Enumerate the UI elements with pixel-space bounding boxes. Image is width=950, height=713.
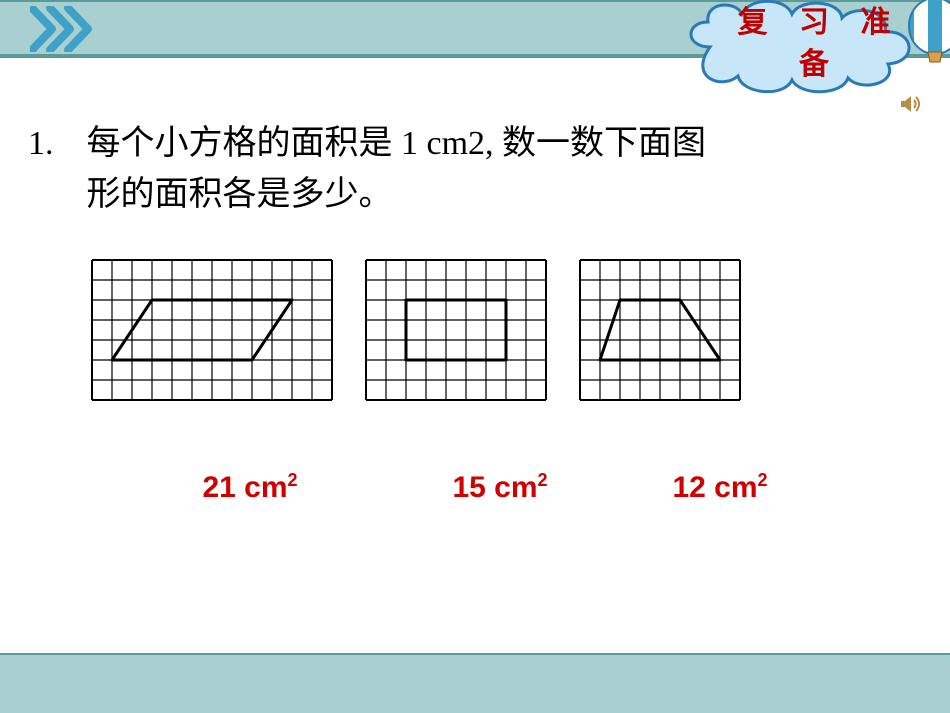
badge-line1: 复 习 准 [738,6,903,39]
answer-3: 12 cm2 [620,470,820,505]
question-number: 1. [28,118,78,169]
badge-line2: 备 [799,48,841,81]
question-text: 每个小方格的面积是 1 cm2, 数一数下面图 形的面积各是多少。 [87,118,907,220]
figure-rectangle [364,258,548,402]
answer-2: 15 cm2 [380,470,620,505]
figure-parallelogram [90,258,334,402]
figure-trapezoid [578,258,742,402]
answers-row: 21 cm215 cm212 cm2 [120,470,840,505]
figures-row [90,258,742,402]
footer-band [0,653,950,713]
chevron-right-icon [30,6,100,52]
section-title: 复 习 准 备 [710,2,930,86]
speaker-icon[interactable] [898,92,922,116]
answer-1: 21 cm2 [120,470,380,505]
section-badge: 复 习 准 备 [680,0,930,102]
question-block: 1. 每个小方格的面积是 1 cm2, 数一数下面图 形的面积各是多少。 [28,118,910,220]
